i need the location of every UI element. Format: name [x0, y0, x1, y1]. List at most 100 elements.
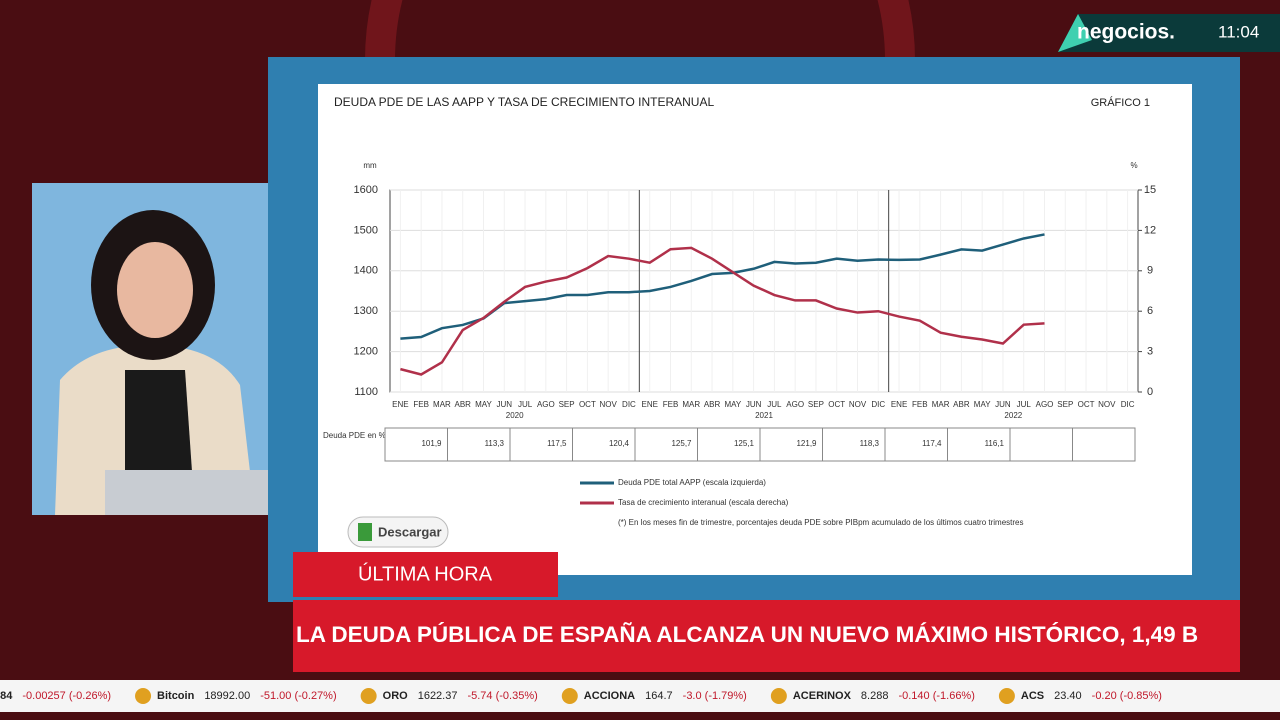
ticker-name: ACS — [1021, 690, 1044, 702]
laptop — [105, 470, 268, 515]
note: (*) En los meses fin de trimestre, porce… — [618, 518, 1024, 527]
y2-tick-label: 3 — [1147, 346, 1153, 358]
ticker-icon — [561, 688, 578, 704]
table-cell — [1009, 427, 1073, 462]
x-tick-label: NOV — [849, 400, 867, 409]
table-cell — [634, 427, 698, 462]
legend-entry: Tasa de crecimiento interanual (escala d… — [618, 498, 789, 507]
series-line — [400, 233, 1045, 340]
table-value: 113,3 — [485, 439, 505, 448]
table-value: 117,5 — [547, 439, 567, 448]
x-tick-label: FEB — [912, 400, 928, 409]
table-value: 120,4 — [609, 439, 630, 448]
y-tick-label: 1300 — [354, 305, 378, 317]
y-tick-label: 1400 — [354, 265, 378, 277]
x-tick-label: OCT — [579, 400, 596, 409]
ticker-name: Bitcoin — [157, 690, 195, 702]
ticker-change: -0.00257 (-0.26%) — [22, 690, 111, 702]
ticker-icon — [360, 688, 377, 704]
chart-title: DEUDA PDE DE LAS AAPP Y TASA DE CRECIMIE… — [334, 95, 714, 109]
table-cell — [759, 427, 823, 462]
x-tick-label: DIC — [871, 400, 885, 409]
ticker-price: 18992.00 — [204, 690, 250, 702]
x-tick-label: AGO — [786, 400, 804, 409]
x-tick-label: ABR — [454, 400, 471, 409]
x-tick-label: JUL — [518, 400, 533, 409]
y-tick-label: 1600 — [354, 184, 378, 196]
ticker-price: 23.40 — [1054, 690, 1082, 702]
ticker-change: -0.140 (-1.66%) — [898, 690, 974, 702]
x-tick-label: ENE — [891, 400, 907, 409]
ticker-icon — [770, 688, 787, 704]
x-tick-label: MAY — [974, 400, 991, 409]
y-tick-label: 1100 — [354, 386, 378, 398]
table-value: 116,1 — [985, 439, 1005, 448]
table-cell — [572, 427, 636, 462]
table-cell — [947, 427, 1011, 462]
tag-bg — [293, 552, 558, 597]
pib-row-label: Deuda PDE en % PIB (*) — [323, 431, 412, 440]
x-tick-label: ABR — [953, 400, 970, 409]
ticker-change: -3.0 (-1.79%) — [683, 690, 747, 702]
x-tick-label: MAY — [724, 400, 741, 409]
ticker-name: 484 — [0, 690, 13, 702]
x-tick-label: FEB — [413, 400, 429, 409]
ticker-price: 164.7 — [645, 690, 673, 702]
x-tick-label: MAY — [475, 400, 492, 409]
x-tick-label: MAR — [433, 400, 451, 409]
logo-bg — [1058, 14, 1280, 52]
headline: LA DEUDA PÚBLICA DE ESPAÑA ALCANZA UN NU… — [296, 622, 1198, 647]
y2-tick-label: 15 — [1144, 184, 1156, 196]
year-label: 2021 — [755, 411, 773, 420]
ticker-bg — [0, 680, 1280, 712]
x-tick-label: JUL — [1017, 400, 1032, 409]
logo-mark — [1058, 14, 1092, 52]
x-tick-label: SEP — [808, 400, 824, 409]
download-button[interactable] — [347, 516, 449, 548]
x-tick-label: JUN — [995, 400, 1011, 409]
ticker-change: -51.00 (-0.27%) — [260, 690, 336, 702]
ticker-name: ORO — [383, 690, 409, 702]
y-tick-label: 1200 — [354, 346, 378, 358]
figure-label: GRÁFICO 1 — [1091, 96, 1150, 109]
y2-tick-label: 0 — [1147, 386, 1153, 398]
legend-entry: Deuda PDE total AAPP (escala izquierda) — [618, 478, 766, 487]
table-value: 121,9 — [796, 439, 817, 448]
clock: 11:04 — [1218, 22, 1259, 41]
x-tick-label: DIC — [622, 400, 636, 409]
ticker-change: -0.20 (-0.85%) — [1092, 690, 1162, 702]
x-tick-label: JUN — [746, 400, 762, 409]
x-tick-label: NOV — [599, 400, 617, 409]
x-tick-label: AGO — [1036, 400, 1054, 409]
x-tick-label: ENE — [392, 400, 408, 409]
year-label: 2022 — [1004, 411, 1022, 420]
tag: ÚLTIMA HORA — [358, 562, 493, 585]
x-tick-label: ENE — [641, 400, 657, 409]
x-tick-label: AGO — [537, 400, 555, 409]
y-unit: mm — [363, 161, 377, 170]
ticker-change: -5.74 (-0.35%) — [467, 690, 537, 702]
x-tick-label: SEP — [1057, 400, 1073, 409]
x-tick-label: OCT — [1078, 400, 1095, 409]
x-tick-label: JUL — [767, 400, 782, 409]
table-cell — [1072, 427, 1136, 462]
ticker-price: 1622.37 — [418, 690, 458, 702]
download-label[interactable]: Descargar — [378, 524, 442, 539]
ticker-price: 8.288 — [861, 690, 889, 702]
download-icon — [358, 523, 372, 541]
y2-tick-label: 6 — [1147, 305, 1153, 317]
table-cell — [884, 427, 948, 462]
ticker-name: ACCIONA — [584, 690, 635, 702]
ticker-icon — [998, 688, 1015, 704]
table-cell — [822, 427, 886, 462]
x-tick-label: MAR — [932, 400, 950, 409]
table-value: 101,9 — [421, 439, 442, 448]
table-value: 118,3 — [860, 439, 880, 448]
y2-tick-label: 9 — [1147, 265, 1153, 277]
ticker-name: ACERINOX — [793, 690, 852, 702]
table-value: 125,7 — [671, 439, 692, 448]
series-line — [400, 246, 1045, 376]
x-tick-label: OCT — [828, 400, 845, 409]
